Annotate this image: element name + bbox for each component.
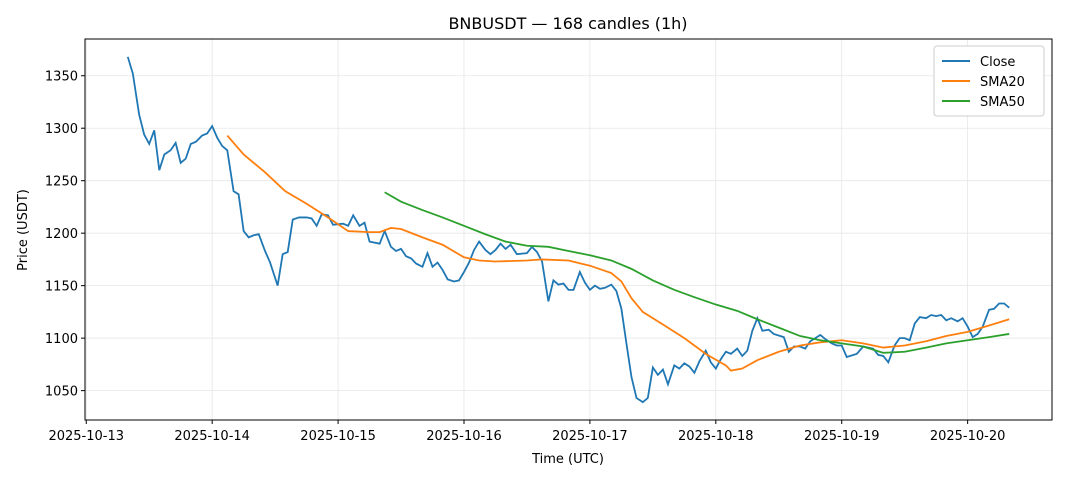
x-tick-label: 2025-10-19	[804, 429, 880, 444]
y-axis-label: Price (USDT)	[16, 189, 31, 271]
y-tick-label: 1300	[45, 122, 78, 137]
x-tick-label: 2025-10-20	[930, 429, 1006, 444]
legend-label: Close	[980, 55, 1015, 70]
x-tick-label: 2025-10-14	[174, 429, 250, 444]
chart-title: BNBUSDT — 168 candles (1h)	[448, 14, 687, 33]
line-series	[384, 191, 1010, 354]
y-tick-label: 1350	[45, 70, 78, 85]
y-tick-label: 1100	[45, 332, 78, 347]
x-axis-label: Time (UTC)	[531, 452, 604, 467]
legend-label: SMA50	[980, 95, 1025, 110]
y-tick-label: 1250	[45, 175, 78, 190]
y-tick-label: 1150	[45, 280, 78, 295]
x-tick-label: 2025-10-16	[426, 429, 502, 444]
x-tick-label: 2025-10-17	[552, 429, 628, 444]
legend-label: SMA20	[980, 75, 1025, 90]
x-tick-label: 2025-10-15	[300, 429, 376, 444]
line-series	[226, 134, 1010, 372]
plot-frame	[84, 38, 1053, 421]
x-tick-label: 2025-10-18	[678, 429, 754, 444]
y-tick-label: 1050	[45, 385, 78, 400]
x-tick-label: 2025-10-13	[48, 429, 124, 444]
legend-box	[933, 45, 1045, 117]
y-tick-label: 1200	[45, 227, 78, 242]
